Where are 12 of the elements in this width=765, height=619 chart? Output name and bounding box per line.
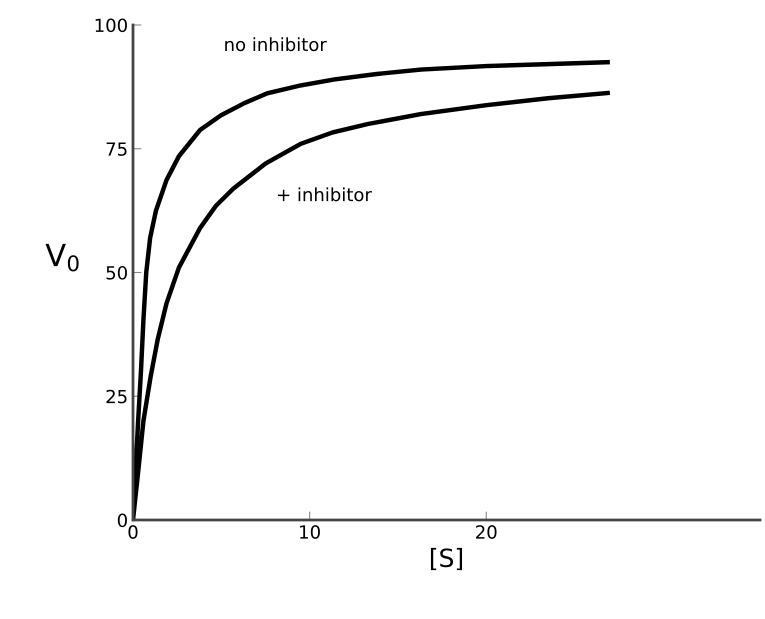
x-axis-title: [S]	[430, 548, 462, 570]
y-tick-label: 0	[118, 513, 127, 528]
series-label: no inhibitor	[225, 37, 327, 52]
x-tick-label: 20	[476, 525, 497, 539]
y-tick-label: 100	[96, 18, 127, 32]
y-tick-label: 75	[106, 142, 127, 156]
x-tick-label: 10	[300, 525, 320, 539]
series-label: + inhibitor	[278, 187, 372, 202]
y-tick-label: 25	[106, 390, 127, 404]
y-axis-title: V$_{0}$	[45, 244, 79, 272]
x-tick-label: 0	[128, 525, 138, 539]
y-tick-label: 50	[106, 266, 127, 280]
